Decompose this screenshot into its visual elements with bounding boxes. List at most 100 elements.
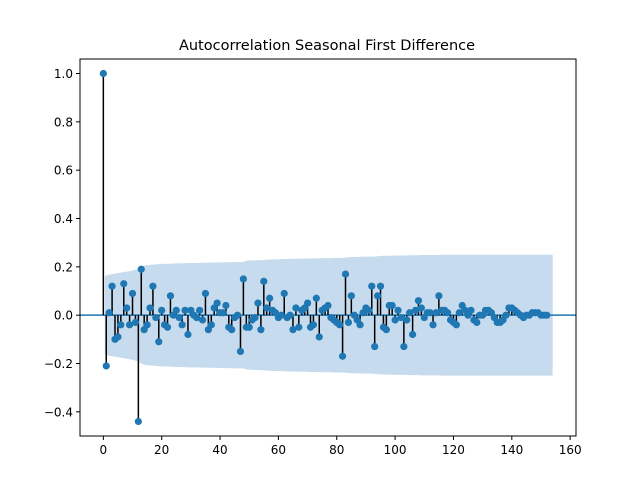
- axes-frame: [79, 58, 577, 437]
- acf-point: [207, 321, 215, 329]
- acf-point: [222, 301, 230, 310]
- acf-point: [198, 316, 207, 324]
- plot-area: [80, 69, 576, 426]
- acf-point: [374, 292, 382, 300]
- acf-point: [400, 342, 408, 351]
- y-axis: −0.4 −0.2 0.0 0.2 0.4 0.6 0.8 1.0: [44, 67, 80, 419]
- acf-point: [158, 306, 166, 314]
- acf-point: [414, 297, 423, 305]
- acf-point: [163, 323, 172, 331]
- acf-point: [292, 304, 300, 312]
- acf-point: [137, 265, 145, 273]
- acf-point: [365, 306, 373, 314]
- acf-point: [347, 292, 355, 300]
- acf-point: [239, 275, 247, 283]
- acf-point: [473, 318, 481, 327]
- acf-point: [315, 333, 323, 341]
- y-tick-label: 0.2: [54, 260, 73, 274]
- acf-point: [338, 352, 347, 360]
- x-tick-label: 0: [100, 443, 108, 457]
- acf-point: [382, 326, 390, 334]
- acf-point: [368, 282, 376, 290]
- acf-point: [356, 321, 364, 329]
- acf-point: [341, 270, 350, 278]
- acf-point: [295, 323, 303, 331]
- y-tick-label: −0.2: [44, 357, 73, 371]
- x-tick-label: 40: [212, 443, 227, 457]
- acf-point: [409, 330, 417, 339]
- acf-point: [263, 304, 271, 312]
- acf-point: [344, 318, 353, 327]
- acf-point: [435, 292, 443, 300]
- acf-point: [172, 306, 180, 314]
- x-tick-label: 120: [442, 443, 465, 457]
- acf-point: [309, 321, 318, 329]
- acf-point: [251, 313, 259, 322]
- acf-point: [131, 318, 140, 327]
- acf-point: [312, 294, 320, 302]
- acf-point: [403, 316, 411, 324]
- acf-point: [149, 282, 157, 290]
- acf-point: [429, 321, 437, 329]
- x-tick-label: 160: [559, 443, 582, 457]
- acf-point: [411, 306, 420, 314]
- acf-point: [245, 323, 253, 331]
- acf-point: [260, 277, 268, 285]
- acf-point: [432, 309, 440, 317]
- acf-point: [286, 311, 294, 319]
- x-tick-label: 60: [271, 443, 286, 457]
- acf-point: [196, 306, 204, 314]
- acf-point: [134, 417, 142, 426]
- acf-point: [201, 289, 210, 298]
- y-tick-label: 0.0: [54, 309, 73, 323]
- acf-point: [184, 330, 192, 339]
- acf-point: [166, 292, 175, 300]
- acf-point: [467, 306, 475, 314]
- acf-point: [123, 304, 131, 312]
- acf-point: [324, 301, 332, 310]
- acf-point: [175, 313, 183, 322]
- acf-point: [391, 316, 399, 324]
- y-tick-label: 0.4: [54, 212, 73, 226]
- acf-point: [502, 311, 510, 319]
- x-tick-label: 140: [500, 443, 523, 457]
- acf-point: [236, 347, 245, 356]
- acf-point: [120, 280, 128, 288]
- acf-point: [394, 306, 402, 314]
- acf-point: [280, 289, 288, 298]
- plot-contents: [80, 69, 576, 426]
- y-tick-label: 1.0: [54, 67, 73, 81]
- acf-point: [117, 321, 125, 329]
- x-tick-label: 100: [384, 443, 407, 457]
- markers: [99, 69, 551, 426]
- x-tick-label: 20: [154, 443, 169, 457]
- x-tick-label: 80: [329, 443, 344, 457]
- acf-point: [406, 309, 414, 317]
- acf-point: [178, 321, 186, 329]
- y-tick-label: 0.8: [54, 115, 73, 129]
- acf-point: [452, 321, 460, 329]
- acf-point: [181, 306, 189, 314]
- chart-title: Autocorrelation Seasonal First Differenc…: [179, 38, 475, 54]
- acf-point: [108, 282, 116, 290]
- acf-point: [303, 299, 312, 307]
- acf-point: [417, 304, 425, 312]
- acf-point: [105, 309, 113, 317]
- acf-point: [336, 321, 344, 329]
- acf-point: [444, 309, 452, 317]
- acf-point: [193, 313, 201, 322]
- acf-point: [143, 321, 151, 329]
- acf-point: [128, 289, 137, 298]
- acf-point: [397, 313, 405, 322]
- y-tick-label: 0.6: [54, 164, 73, 178]
- acf-point: [426, 309, 434, 317]
- acf-point: [152, 313, 160, 322]
- acf-point: [213, 299, 221, 307]
- acf-point: [376, 282, 385, 290]
- acf-point: [289, 326, 297, 334]
- acf-point: [114, 333, 122, 341]
- acf-point: [126, 321, 134, 329]
- acf-point: [388, 301, 396, 310]
